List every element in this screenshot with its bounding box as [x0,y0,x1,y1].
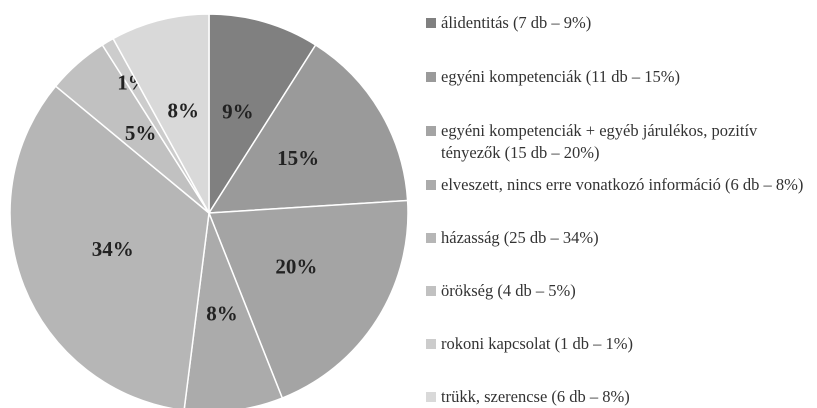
legend-label: örökség (4 db – 5%) [441,281,576,300]
legend-item: elveszett, nincs erre vonatkozó informác… [424,174,809,196]
pie-slice [112,13,210,214]
legend-item: házasság (25 db – 34%) [424,227,809,249]
pie-slice [9,85,210,408]
legend-item: egyéni kompetenciák + egyéb járulékos, p… [424,120,809,164]
legend-label: házasság (25 db – 34%) [441,228,599,247]
legend-swatch [426,286,436,296]
legend-label: trükk, szerencse (6 db – 8%) [441,387,630,406]
legend-item: örökség (4 db – 5%) [424,280,809,302]
legend-label: elveszett, nincs erre vonatkozó informác… [441,175,804,194]
legend-swatch [426,233,436,243]
pie-slice [183,212,284,408]
legend-item: trükk, szerencse (6 db – 8%) [424,386,809,408]
legend-label: rokoni kapcsolat (1 db – 1%) [441,334,633,353]
legend-swatch [426,339,436,349]
slice-label: 20% [275,254,317,278]
pie-slice [207,199,409,399]
slice-label: 9% [222,99,254,123]
legend-swatch [426,126,436,136]
legend-label: egyéni kompetenciák + egyéb járulékos, p… [441,121,758,162]
slice-label: 5% [125,121,157,145]
slice-label: 8% [206,301,238,325]
slice-label: 8% [168,99,200,123]
legend-label: álidentitás (7 db – 9%) [441,13,592,32]
legend-swatch [426,72,436,82]
legend-item: rokoni kapcsolat (1 db – 1%) [424,333,809,355]
legend-swatch [426,18,436,28]
slice-label: 34% [92,237,134,261]
legend-label: egyéni kompetenciák (11 db – 15%) [441,67,681,86]
legend-item: álidentitás (7 db – 9%) [424,12,809,34]
legend-swatch [426,180,436,190]
pie-chart: 9%15%20%8%34%5%1%8% [9,13,409,408]
pie-slice [207,43,409,214]
legend-item: egyéni kompetenciák (11 db – 15%) [424,66,809,88]
legend-swatch [426,392,436,402]
pie-slice [208,13,317,216]
slice-label: 15% [277,146,319,170]
